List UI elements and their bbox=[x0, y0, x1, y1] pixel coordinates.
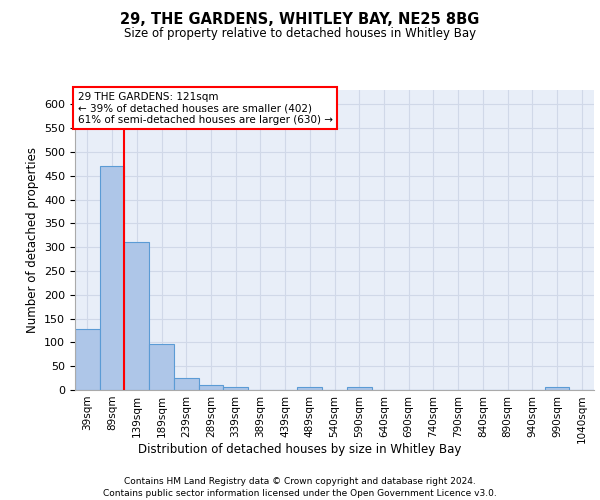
Text: Distribution of detached houses by size in Whitley Bay: Distribution of detached houses by size … bbox=[139, 442, 461, 456]
Bar bbox=[124, 242, 149, 390]
Bar bbox=[298, 386, 322, 390]
Bar bbox=[223, 386, 248, 390]
Text: 29, THE GARDENS, WHITLEY BAY, NE25 8BG: 29, THE GARDENS, WHITLEY BAY, NE25 8BG bbox=[121, 12, 479, 28]
Bar bbox=[347, 386, 371, 390]
Bar bbox=[100, 166, 124, 390]
Bar bbox=[545, 387, 569, 390]
Text: 29 THE GARDENS: 121sqm
← 39% of detached houses are smaller (402)
61% of semi-de: 29 THE GARDENS: 121sqm ← 39% of detached… bbox=[77, 92, 332, 124]
Bar bbox=[174, 378, 199, 390]
Bar bbox=[75, 328, 100, 390]
Text: Size of property relative to detached houses in Whitley Bay: Size of property relative to detached ho… bbox=[124, 28, 476, 40]
Bar bbox=[199, 385, 223, 390]
Text: Contains HM Land Registry data © Crown copyright and database right 2024.: Contains HM Land Registry data © Crown c… bbox=[124, 478, 476, 486]
Y-axis label: Number of detached properties: Number of detached properties bbox=[26, 147, 38, 333]
Text: Contains public sector information licensed under the Open Government Licence v3: Contains public sector information licen… bbox=[103, 489, 497, 498]
Bar bbox=[149, 344, 174, 390]
